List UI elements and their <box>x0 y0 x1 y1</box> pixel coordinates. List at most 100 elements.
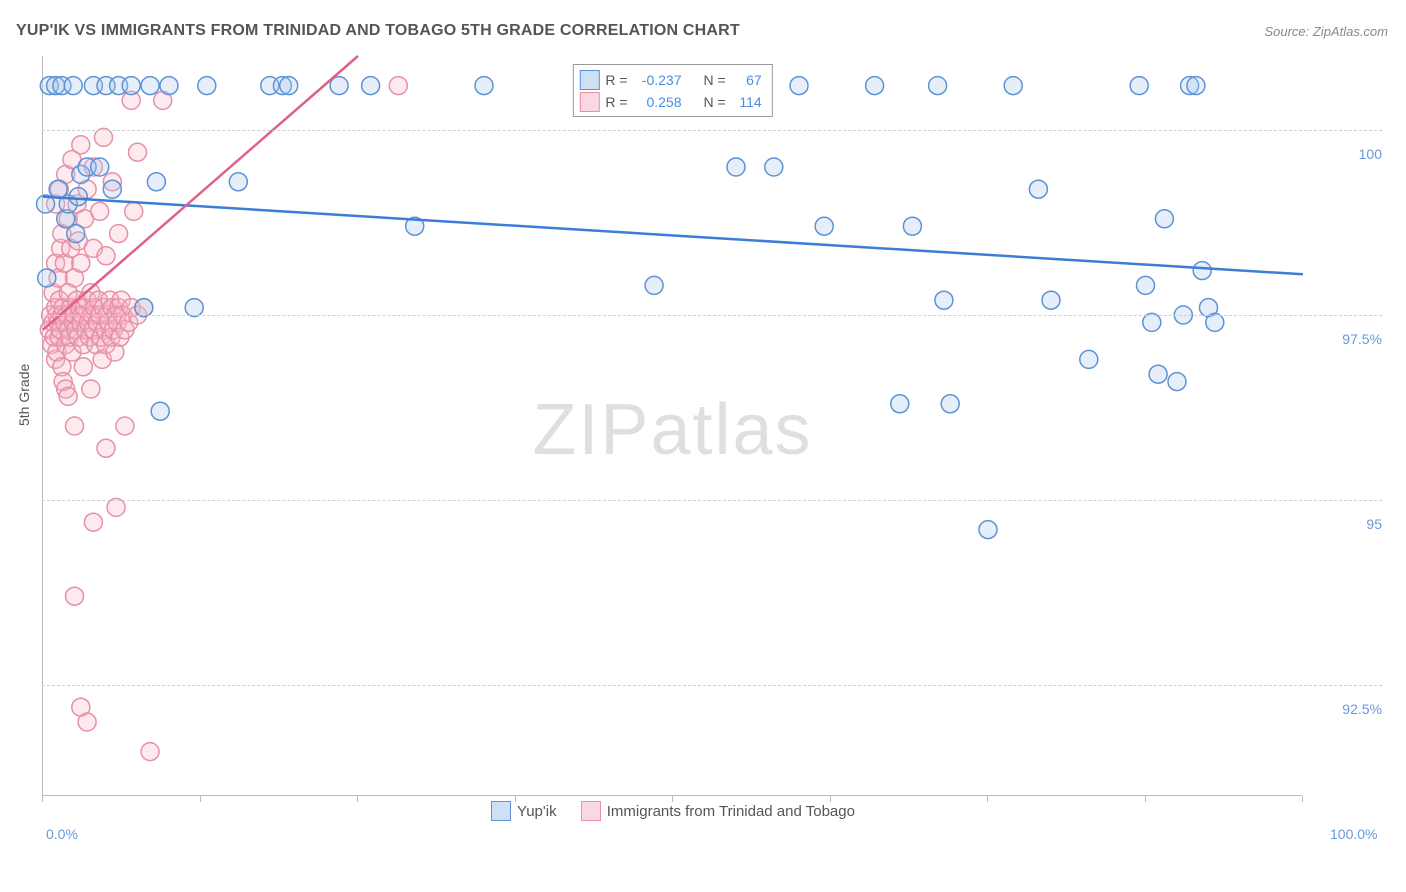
data-point <box>1080 350 1098 368</box>
data-point <box>727 158 745 176</box>
data-point <box>891 395 909 413</box>
y-tick-label: 95 <box>1312 516 1382 532</box>
data-point <box>110 225 128 243</box>
x-tick <box>357 796 358 802</box>
data-point <box>229 173 247 191</box>
data-point <box>1193 262 1211 280</box>
data-point <box>107 498 125 516</box>
data-point <box>1029 180 1047 198</box>
data-point <box>141 77 159 95</box>
legend-label-pink: Immigrants from Trinidad and Tobago <box>607 803 855 820</box>
legend-label-blue: Yup'ik <box>517 803 557 820</box>
legend-swatch-blue <box>491 801 511 821</box>
data-point <box>929 77 947 95</box>
stats-row-pink: R = 0.258 N = 114 <box>579 91 761 113</box>
x-tick <box>42 796 43 802</box>
r-value-pink: 0.258 <box>634 94 682 110</box>
data-point <box>935 291 953 309</box>
y-tick-label: 100 <box>1312 146 1382 162</box>
data-point <box>69 188 87 206</box>
y-tick-label: 92.5% <box>1312 701 1382 717</box>
series-legend: Yup'ik Immigrants from Trinidad and Toba… <box>43 801 1303 825</box>
data-point <box>64 77 82 95</box>
data-point <box>765 158 783 176</box>
data-point <box>790 77 808 95</box>
y-tick-label: 97.5% <box>1312 331 1382 347</box>
data-point <box>97 439 115 457</box>
data-point <box>389 77 407 95</box>
data-point <box>74 358 92 376</box>
r-value-blue: -0.237 <box>634 72 682 88</box>
data-point <box>151 402 169 420</box>
legend-item-pink: Immigrants from Trinidad and Tobago <box>581 801 855 821</box>
data-point <box>1168 373 1186 391</box>
data-point <box>97 247 115 265</box>
x-tick <box>672 796 673 802</box>
stats-legend: R = -0.237 N = 67 R = 0.258 N = 114 <box>572 64 772 117</box>
x-tick <box>1302 796 1303 802</box>
data-point <box>135 299 153 317</box>
data-point <box>129 143 147 161</box>
data-point <box>1042 291 1060 309</box>
data-point <box>475 77 493 95</box>
data-point <box>198 77 216 95</box>
data-point <box>91 158 109 176</box>
x-tick <box>830 796 831 802</box>
source-prefix: Source: <box>1264 24 1312 39</box>
data-point <box>66 587 84 605</box>
chart-title: YUP'IK VS IMMIGRANTS FROM TRINIDAD AND T… <box>16 22 740 40</box>
legend-item-blue: Yup'ik <box>491 801 557 821</box>
data-point <box>903 217 921 235</box>
n-label-blue: N = <box>704 72 726 88</box>
swatch-pink <box>579 92 599 112</box>
data-point <box>82 380 100 398</box>
data-point <box>1206 313 1224 331</box>
data-point <box>160 77 178 95</box>
plot-area: 5th Grade ZIPatlas R = -0.237 N = 67 R = <box>42 56 1382 816</box>
legend-swatch-pink <box>581 801 601 821</box>
data-point <box>94 128 112 146</box>
data-point <box>1187 77 1205 95</box>
data-point <box>1155 210 1173 228</box>
chart-header: YUP'IK VS IMMIGRANTS FROM TRINIDAD AND T… <box>0 0 1406 40</box>
data-point <box>362 77 380 95</box>
grid-line <box>42 315 1382 316</box>
data-point <box>67 225 85 243</box>
data-point <box>122 77 140 95</box>
data-point <box>125 202 143 220</box>
data-point <box>66 417 84 435</box>
data-point <box>866 77 884 95</box>
data-point <box>979 521 997 539</box>
data-point <box>280 77 298 95</box>
n-label-pink: N = <box>704 94 726 110</box>
data-point <box>941 395 959 413</box>
n-value-pink: 114 <box>732 94 762 110</box>
data-point <box>645 276 663 294</box>
source-attribution: Source: ZipAtlas.com <box>1264 24 1388 39</box>
x-tick-label: 0.0% <box>46 826 78 842</box>
data-point <box>1149 365 1167 383</box>
n-value-blue: 67 <box>732 72 762 88</box>
data-point <box>72 254 90 272</box>
data-point <box>103 180 121 198</box>
data-point <box>72 136 90 154</box>
stats-row-blue: R = -0.237 N = 67 <box>579 69 761 91</box>
data-point <box>84 513 102 531</box>
trend-line <box>43 197 1303 275</box>
data-point <box>1004 77 1022 95</box>
data-point <box>1130 77 1148 95</box>
data-point <box>78 713 96 731</box>
r-label-pink: R = <box>605 94 627 110</box>
x-tick <box>515 796 516 802</box>
grid-line <box>42 130 1382 131</box>
x-tick <box>1145 796 1146 802</box>
data-point <box>116 417 134 435</box>
data-point <box>815 217 833 235</box>
y-axis-title: 5th Grade <box>16 364 32 426</box>
data-point <box>1143 313 1161 331</box>
swatch-blue <box>579 70 599 90</box>
x-tick-label: 100.0% <box>1330 826 1377 842</box>
source-name: ZipAtlas.com <box>1313 24 1388 39</box>
data-point <box>147 173 165 191</box>
r-label-blue: R = <box>605 72 627 88</box>
